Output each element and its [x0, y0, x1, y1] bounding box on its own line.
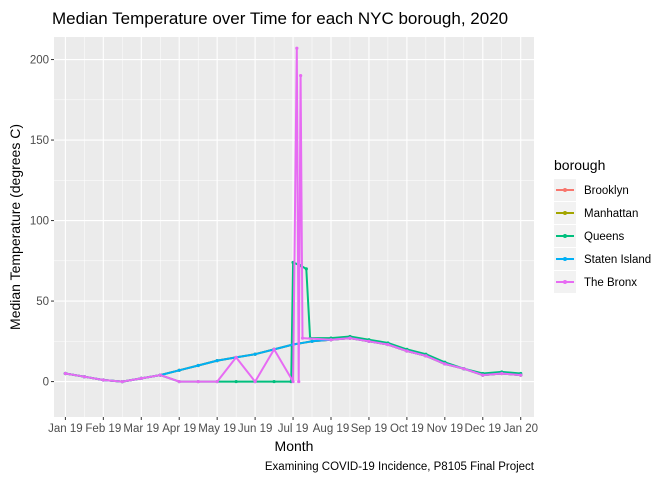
x-tick-label: Oct 19 — [390, 423, 424, 435]
data-point — [177, 368, 181, 372]
legend-key-point — [563, 188, 567, 192]
x-tick-label: Dec 19 — [465, 423, 501, 435]
data-point — [120, 379, 124, 384]
data-point — [291, 379, 295, 384]
x-tick-label: Jan 20 — [503, 423, 538, 435]
data-point — [297, 379, 301, 384]
x-axis-title: Month — [275, 438, 314, 454]
data-point — [519, 373, 523, 377]
y-tick-label: 150 — [30, 135, 49, 147]
legend-label: Staten Island — [584, 254, 651, 266]
caption: Examining COVID-19 Incidence, P8105 Fina… — [265, 461, 535, 473]
legend: borough Brooklyn Manhattan Queens Staten Is… — [554, 157, 651, 293]
data-point — [158, 373, 162, 377]
data-point — [348, 336, 352, 340]
data-point — [234, 379, 238, 384]
y-tick-label: 200 — [30, 55, 49, 67]
data-point — [63, 371, 67, 376]
x-tick-label: Nov 19 — [427, 423, 463, 435]
series-layer — [63, 46, 523, 384]
legend-label: Brooklyn — [584, 185, 629, 197]
data-point — [405, 349, 409, 353]
x-tick-label: Sep 19 — [351, 423, 387, 435]
data-point — [367, 339, 371, 343]
legend-key-point — [563, 211, 567, 215]
legend-key-point — [563, 280, 567, 284]
legend-key-point — [563, 234, 567, 238]
x-tick-label: Jun 19 — [238, 423, 273, 435]
legend-label: Queens — [584, 231, 625, 243]
data-point — [299, 74, 303, 78]
data-point — [234, 355, 238, 360]
series-line — [65, 47, 521, 383]
x-tick-label: Aug 19 — [313, 423, 349, 435]
x-axis: Jan 19 Feb 19 Mar 19 Apr 19 May 19 Jun 19 Jul … — [48, 417, 538, 435]
x-tick-label: Mar 19 — [123, 423, 159, 435]
data-point — [196, 363, 200, 368]
data-point — [424, 354, 428, 358]
data-point — [295, 46, 299, 50]
data-point — [177, 379, 181, 384]
data-point — [101, 378, 105, 382]
legend-key-point — [563, 257, 567, 261]
data-point — [481, 373, 485, 377]
chart-title: Median Temperature over Time for each NY… — [52, 9, 508, 28]
y-tick-label: 0 — [43, 377, 49, 389]
legend-label: Manhattan — [584, 208, 638, 220]
y-tick-label: 100 — [30, 216, 49, 228]
x-tick-label: Jan 19 — [48, 423, 83, 435]
data-point — [329, 338, 333, 342]
data-point — [253, 379, 257, 384]
data-point — [462, 367, 466, 371]
x-tick-label: Apr 19 — [162, 423, 196, 435]
data-point — [386, 342, 390, 347]
data-point — [304, 267, 308, 271]
data-point — [82, 375, 86, 379]
data-point — [139, 376, 143, 380]
x-tick-label: Feb 19 — [85, 423, 121, 435]
legend-title: borough — [554, 157, 605, 173]
y-tick-label: 50 — [36, 296, 49, 308]
x-tick-label: Jul 19 — [278, 423, 309, 435]
y-axis: 0 50 100 150 200 — [30, 55, 54, 389]
legend-label: The Bronx — [584, 277, 637, 289]
data-point — [196, 379, 200, 384]
x-tick-label: May 19 — [198, 423, 236, 435]
y-axis-title: Median Temperature (degrees C) — [7, 124, 23, 330]
data-point — [500, 371, 504, 376]
data-point — [272, 347, 276, 351]
data-point — [300, 336, 305, 340]
data-point — [443, 362, 447, 366]
data-point — [272, 379, 276, 384]
grid — [54, 37, 534, 417]
data-point — [215, 359, 219, 363]
data-point — [310, 339, 314, 343]
data-point — [253, 352, 257, 356]
data-point — [215, 379, 219, 384]
